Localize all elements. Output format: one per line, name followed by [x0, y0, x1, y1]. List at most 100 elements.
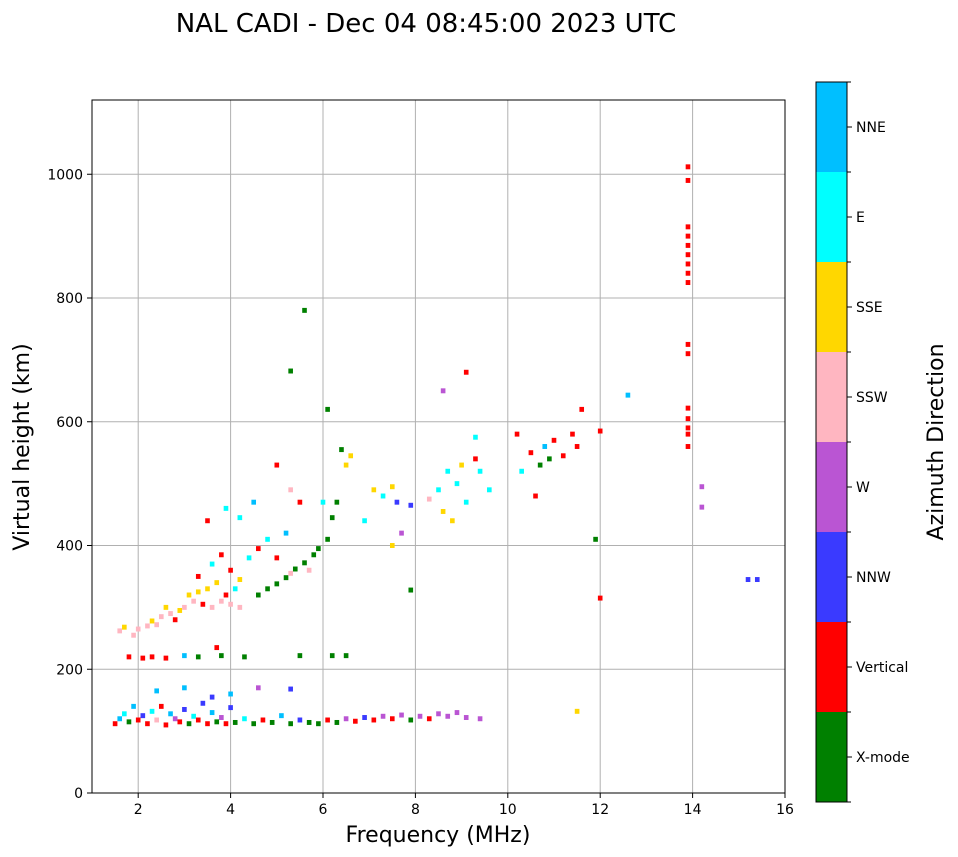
data-point-x-mode: [325, 536, 330, 542]
colorbar-segment: [816, 262, 847, 352]
data-point-sse: [371, 487, 377, 493]
chart-title: NAL CADI - Dec 04 08:45:00 2023 UTC: [176, 9, 676, 39]
data-point-x-mode: [537, 462, 543, 468]
data-point-e: [209, 561, 215, 567]
x-tick-label: 12: [591, 802, 609, 818]
data-point-sse: [205, 586, 210, 592]
data-point-vertical: [685, 444, 691, 449]
data-point-e: [237, 515, 243, 521]
data-point-x-mode: [334, 499, 340, 505]
data-point-w: [343, 716, 349, 722]
data-point-x-mode: [329, 653, 335, 659]
data-point-w: [463, 715, 469, 720]
colorbar-tick-label: Vertical: [856, 660, 908, 676]
data-point-vertical: [551, 437, 557, 443]
data-point-vertical: [274, 555, 280, 561]
y-axis-label: Virtual height (km): [10, 343, 35, 550]
data-point-x-mode: [311, 552, 317, 558]
data-point-sse: [177, 607, 183, 613]
colorbar-label: Azimuth Direction: [924, 343, 949, 540]
data-point-ssw: [117, 628, 123, 634]
data-point-e: [473, 434, 478, 440]
data-point-vertical: [223, 592, 229, 598]
data-point-sse: [459, 462, 464, 468]
data-point-nne: [154, 688, 159, 694]
data-point-x-mode: [343, 653, 349, 659]
data-point-ssw: [306, 567, 312, 573]
data-point-ssw: [154, 622, 159, 628]
data-point-ssw: [168, 611, 173, 617]
data-point-vertical: [560, 453, 566, 459]
colorbar-segment: [816, 712, 847, 802]
data-point-w: [436, 711, 441, 717]
data-point-sse: [122, 624, 127, 630]
data-point-vertical: [685, 224, 691, 230]
data-point-vertical: [597, 595, 603, 601]
data-point-e: [149, 708, 155, 714]
data-point-x-mode: [242, 654, 247, 660]
colorbar-segment: [816, 82, 847, 172]
data-point-w: [399, 530, 404, 536]
data-point-e: [380, 493, 386, 499]
data-point-vertical: [685, 405, 691, 411]
data-point-vertical: [163, 655, 169, 661]
axis-ticks: 2 4 6 8 10 12 14 16 0 200 400 600 800 1000: [47, 167, 794, 818]
data-point-x-mode: [297, 653, 303, 659]
data-point-x-mode: [306, 719, 312, 725]
data-point-nne: [117, 716, 123, 722]
data-point-ssw: [182, 604, 187, 610]
data-point-vertical: [685, 341, 691, 347]
x-axis-label: Frequency (MHz): [346, 823, 531, 848]
data-point-x-mode: [302, 307, 307, 313]
data-point-sse: [440, 508, 446, 514]
y-tick-label: 200: [56, 662, 83, 678]
data-point-vertical: [685, 425, 691, 431]
data-point-vertical: [597, 428, 603, 434]
data-point-w: [219, 715, 224, 720]
data-point-nnw: [362, 715, 367, 720]
data-point-x-mode: [195, 654, 201, 660]
data-point-vertical: [426, 716, 432, 722]
y-tick-label: 400: [56, 539, 83, 555]
data-point-vertical: [685, 431, 691, 437]
data-point-e: [320, 499, 326, 505]
colorbar-tick-label: E: [856, 210, 865, 226]
data-point-sse: [186, 592, 192, 598]
data-point-vertical: [685, 177, 691, 183]
x-tick-label: 4: [226, 802, 235, 818]
data-point-x-mode: [408, 587, 414, 593]
data-point-sse: [163, 604, 169, 610]
data-point-vertical: [574, 444, 580, 449]
colorbar-frame: [815, 81, 848, 803]
data-point-nnw: [288, 686, 293, 692]
data-point-sse: [348, 453, 354, 459]
colorbar-tick-label: SSW: [856, 390, 888, 406]
x-tick-label: 8: [411, 802, 420, 818]
data-point-e: [265, 536, 270, 542]
data-point-w: [440, 388, 446, 394]
data-point-nnw: [394, 499, 400, 505]
data-point-vertical: [205, 518, 210, 524]
plot-frame: [91, 99, 786, 794]
grid: [92, 100, 785, 793]
data-point-w: [477, 716, 483, 722]
data-point-nnw: [754, 577, 760, 583]
data-point-nnw: [297, 717, 303, 723]
data-point-vertical: [195, 573, 201, 579]
data-point-vertical: [214, 645, 220, 651]
data-point-sse: [450, 518, 455, 524]
colorbar-segment: [816, 532, 847, 622]
data-point-ssw: [135, 626, 141, 632]
colorbar-tick-label: NNE: [856, 120, 886, 136]
x-tick-label: 10: [499, 802, 517, 818]
data-point-vertical: [685, 261, 691, 267]
data-point-vertical: [158, 703, 164, 709]
data-point-e: [463, 499, 469, 505]
data-point-vertical: [228, 567, 233, 573]
data-point-x-mode: [339, 447, 344, 453]
colorbar-segment: [816, 352, 847, 442]
x-tick-label: 6: [319, 802, 328, 818]
data-point-nne: [251, 499, 257, 505]
data-point-vertical: [200, 601, 206, 607]
